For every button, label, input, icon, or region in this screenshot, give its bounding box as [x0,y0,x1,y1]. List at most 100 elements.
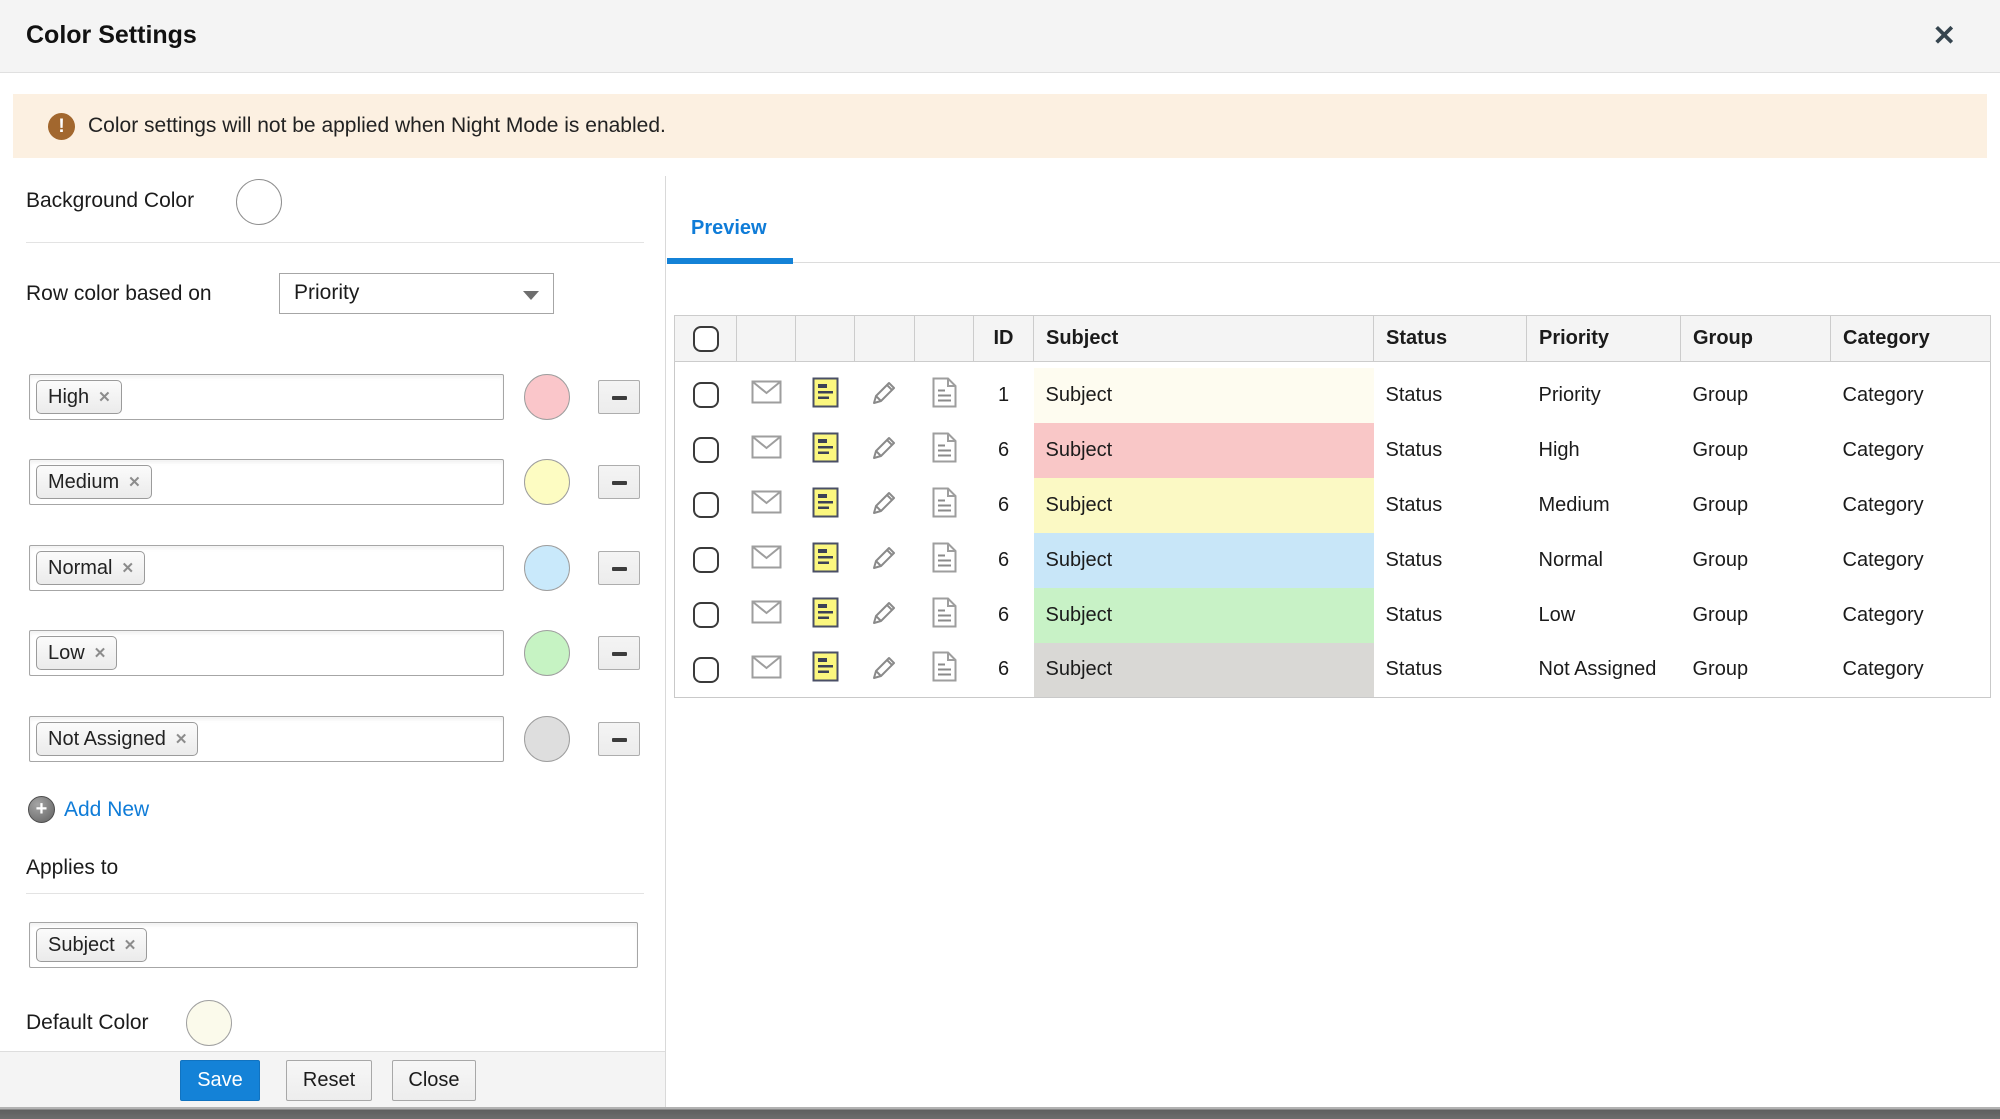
remove-tag-icon[interactable]: ✕ [174,731,188,748]
header-mail-col [736,315,796,362]
applies-to-input[interactable]: Subject ✕ [29,922,638,968]
cell-priority: Low [1538,603,1576,626]
close-icon[interactable]: ✕ [1932,20,1956,51]
header-group: Group [1680,315,1831,362]
background-color-swatch[interactable] [236,179,282,225]
remove-rule-button[interactable] [598,465,640,499]
cell-category: Category [1842,603,1924,626]
cell-status: Status [1385,383,1443,406]
remove-rule-button[interactable] [598,551,640,585]
cell-priority: Priority [1538,383,1601,406]
document-icon [932,597,957,634]
remove-rule-button[interactable] [598,636,640,670]
tag-label: High [48,385,90,408]
mail-icon [751,545,782,575]
color-rule-row: Medium ✕ [0,459,665,505]
cell-category: Category [1842,383,1924,406]
dialog-header: Color Settings ✕ [0,0,2000,73]
cell-category: Category [1842,548,1924,571]
tag-chip: Medium ✕ [36,465,152,499]
tag-label: Low [48,641,85,664]
rule-color-swatch[interactable] [524,459,570,505]
cell-priority: Not Assigned [1538,658,1657,681]
remove-tag-icon[interactable]: ✕ [128,474,141,491]
note-icon [812,651,839,688]
rule-color-swatch[interactable] [524,545,570,591]
reset-button[interactable]: Reset [286,1060,372,1101]
default-color-swatch[interactable] [186,1000,232,1046]
document-icon [932,651,957,688]
night-mode-warning-banner: ! Color settings will not be applied whe… [13,94,1987,158]
panel-divider [665,176,666,1107]
rule-values-input[interactable]: Medium ✕ [29,459,504,505]
rule-color-swatch[interactable] [524,716,570,762]
tab-active-underline [667,258,793,264]
row-checkbox[interactable] [692,547,719,573]
cell-category: Category [1842,658,1924,681]
add-new-button[interactable]: + Add New [28,796,149,823]
add-new-label: Add New [64,797,150,821]
tag-chip: Normal ✕ [36,551,146,585]
cell-priority: Normal [1538,548,1603,571]
background-color-label: Background Color [26,189,195,212]
minus-icon [612,738,627,742]
note-icon [812,432,839,469]
remove-tag-icon[interactable]: ✕ [123,937,137,954]
header-priority: Priority [1526,315,1681,362]
mail-icon [751,655,782,685]
tag-label: Normal [48,556,113,579]
header-checkbox-cell [674,315,737,362]
tab-preview[interactable]: Preview [691,217,767,239]
close-button[interactable]: Close [392,1060,476,1101]
cell-group: Group [1692,603,1749,626]
remove-tag-icon[interactable]: ✕ [121,560,135,577]
rule-color-swatch[interactable] [524,630,570,676]
applies-to-label: Applies to [26,856,119,879]
divider [26,893,644,894]
minus-icon [612,396,627,400]
remove-tag-icon[interactable]: ✕ [98,389,111,406]
header-edit-col [854,315,915,362]
cell-subject: Subject [1033,422,1374,478]
cell-id: 6 [997,658,1010,681]
tabbar-line [793,262,2000,263]
select-all-checkbox[interactable] [692,325,719,352]
row-checkbox[interactable] [692,492,719,518]
cell-group: Group [1692,438,1749,461]
remove-rule-button[interactable] [598,722,640,756]
edit-pencil-icon [870,652,900,688]
tag-label: Medium [48,470,120,493]
preview-table: ID Subject Status Priority Group Categor… [674,315,1991,698]
header-status: Status [1373,315,1527,362]
color-rule-row: Low ✕ [0,630,665,676]
header-category: Category [1830,315,1991,362]
table-row: 6 Subject Status Medium Group Category [675,477,1991,533]
cell-group: Group [1692,493,1749,516]
document-icon [932,377,957,414]
rule-values-input[interactable]: High ✕ [29,374,504,420]
applies-to-row: Subject ✕ [0,922,665,968]
row-checkbox[interactable] [692,437,719,463]
edit-pencil-icon [870,377,900,413]
row-color-field-select[interactable]: Priority [279,273,554,314]
remove-tag-icon[interactable]: ✕ [93,645,107,662]
rule-values-input[interactable]: Normal ✕ [29,545,504,591]
row-color-based-on-label: Row color based on [26,282,212,305]
rule-values-input[interactable]: Low ✕ [29,630,504,676]
mail-icon [751,600,782,630]
minus-icon [612,481,627,485]
document-icon [932,487,957,524]
cell-id: 6 [997,493,1010,516]
remove-rule-button[interactable] [598,380,640,414]
document-icon [932,432,957,469]
save-button[interactable]: Save [180,1060,260,1101]
row-checkbox[interactable] [692,382,719,408]
row-checkbox[interactable] [692,656,719,683]
rule-color-swatch[interactable] [524,374,570,420]
cell-subject: Subject [1033,477,1374,533]
cell-status: Status [1385,548,1443,571]
row-checkbox[interactable] [692,602,719,628]
page-behind-modal-strip [0,1107,2000,1119]
rule-values-input[interactable]: Not Assigned ✕ [29,716,504,762]
settings-panel: Background Color Row color based on Prio… [0,158,665,1107]
